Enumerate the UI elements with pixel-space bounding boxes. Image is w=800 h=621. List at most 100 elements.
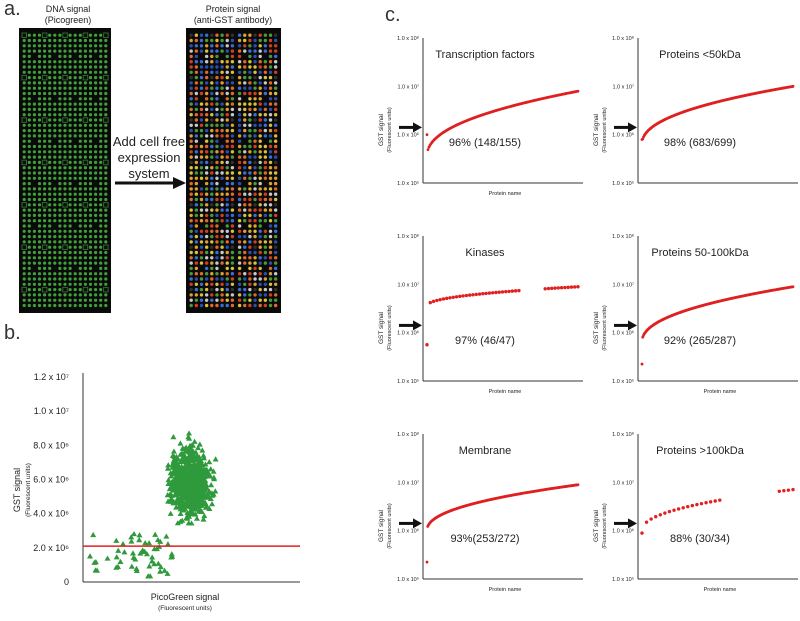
data-point <box>139 547 146 553</box>
data-point <box>129 550 136 556</box>
data-point <box>543 287 547 291</box>
gst-vs-picogreen-chart: 0 2.0 x 10⁶ 4.0 x 10⁶ 6.0 x 10⁶ 8.0 x 10⁶ 1.0… <box>12 372 300 612</box>
y-axis-label: GST signal <box>378 509 385 542</box>
data-point <box>179 503 186 509</box>
y-tick-label: 1.0 x 10⁷ <box>612 281 634 288</box>
data-point <box>167 510 174 516</box>
y-tick-label: 1.0 x 10⁶ <box>397 132 419 139</box>
data-point <box>500 290 505 294</box>
data-point <box>128 534 135 540</box>
x-axis-label: PicoGreen signal <box>151 592 220 602</box>
data-point <box>195 508 202 514</box>
data-point <box>202 481 209 487</box>
data-point <box>188 457 195 463</box>
data-point <box>177 518 184 524</box>
data-point <box>180 465 187 471</box>
y-tick-label: 1.0 x 10⁸ <box>612 233 634 240</box>
data-point <box>143 551 150 557</box>
data-point <box>146 540 153 546</box>
data-point <box>206 470 213 477</box>
data-point <box>782 489 786 493</box>
data-point <box>487 291 492 295</box>
data-point <box>182 485 189 491</box>
data-point <box>640 531 644 535</box>
y-tick-label: 1.0 x 10⁶ <box>612 528 634 535</box>
arrow-text-line1: Add cell free <box>112 134 186 149</box>
y-tick-label: 1.0 x 10⁷ <box>612 83 634 90</box>
data-point <box>202 467 209 473</box>
data-point <box>173 473 180 479</box>
data-point <box>658 513 663 517</box>
data-point <box>177 451 184 457</box>
data-point <box>187 447 194 453</box>
data-point <box>202 487 209 493</box>
data-point <box>192 511 199 517</box>
y-axis-sublabel: (Fluorescent units) <box>602 503 608 549</box>
data-point <box>513 289 518 293</box>
data-point <box>425 133 429 137</box>
data-point <box>164 570 171 576</box>
data-point <box>183 497 190 503</box>
data-point <box>201 512 208 519</box>
data-point <box>172 490 179 497</box>
data-point <box>184 465 191 471</box>
data-point <box>206 459 213 465</box>
data-point <box>179 494 186 500</box>
data-point <box>210 474 217 480</box>
y-axis-sublabel: (Fluorescent units) <box>602 305 608 351</box>
data-point <box>477 292 482 296</box>
data-point <box>180 469 187 475</box>
y-tick-label: 1.0 x 10⁷ <box>612 479 634 486</box>
subplot-title: Proteins <50kDa <box>659 49 742 61</box>
y-axis-label: GST signal <box>593 509 600 542</box>
data-point <box>425 343 429 347</box>
data-point <box>200 473 207 479</box>
y-axis-sublabel: (Fluorescent units) <box>387 107 393 153</box>
data-point <box>171 477 178 483</box>
data-point <box>186 513 193 519</box>
threshold-arrow-head <box>628 122 637 133</box>
y-tick-label: 1.0 x 10⁵ <box>397 378 419 385</box>
data-point <box>175 482 182 488</box>
data-point <box>200 452 207 458</box>
y-tick-label: 1.0 x 10⁵ <box>397 180 419 187</box>
data-point <box>704 501 708 505</box>
y-tick-label: 1.0 x 10⁶ <box>612 132 634 139</box>
data-point <box>193 481 200 487</box>
data-point <box>431 299 436 304</box>
data-point <box>167 470 174 476</box>
data-point <box>170 434 177 440</box>
data-point <box>187 452 194 458</box>
data-point <box>185 474 192 480</box>
data-point <box>484 291 488 296</box>
y-tick-label: 1.0 x 10⁶ <box>397 528 419 535</box>
data-point <box>686 504 690 509</box>
subplot-mid: 1.0 x 10⁸ 1.0 x 10⁷ 1.0 x 10⁶ 1.0 x 10⁵ Prot… <box>593 233 798 395</box>
data-point <box>142 540 149 546</box>
data-point <box>563 285 567 290</box>
data-point <box>576 285 580 289</box>
data-point <box>690 503 695 508</box>
data-point <box>165 462 172 468</box>
x-axis-label: Protein name <box>704 389 737 395</box>
data-point <box>644 520 649 524</box>
threshold-arrow-head <box>628 320 637 331</box>
data-point <box>157 568 164 574</box>
y-tick-label: 1.0 x 10⁸ <box>397 35 419 42</box>
data-point <box>181 505 188 511</box>
x-axis-label: Protein name <box>489 191 522 197</box>
subplot-tf: 1.0 x 10⁸ 1.0 x 10⁷ 1.0 x 10⁶ 1.0 x 10⁵ Tran… <box>378 35 583 197</box>
data-point <box>191 499 198 505</box>
data-point <box>196 500 203 507</box>
data-point <box>179 457 186 463</box>
protein-array-image <box>186 28 281 313</box>
y-tick-label: 1.0 x 10⁸ <box>612 431 634 438</box>
threshold-arrow-head <box>413 518 422 529</box>
data-point <box>193 515 200 521</box>
data-point <box>573 285 577 289</box>
data-point <box>170 467 177 473</box>
subplot-title: Transcription factors <box>435 49 535 61</box>
data-point <box>157 563 164 570</box>
data-point <box>192 502 199 508</box>
data-point <box>191 491 198 497</box>
